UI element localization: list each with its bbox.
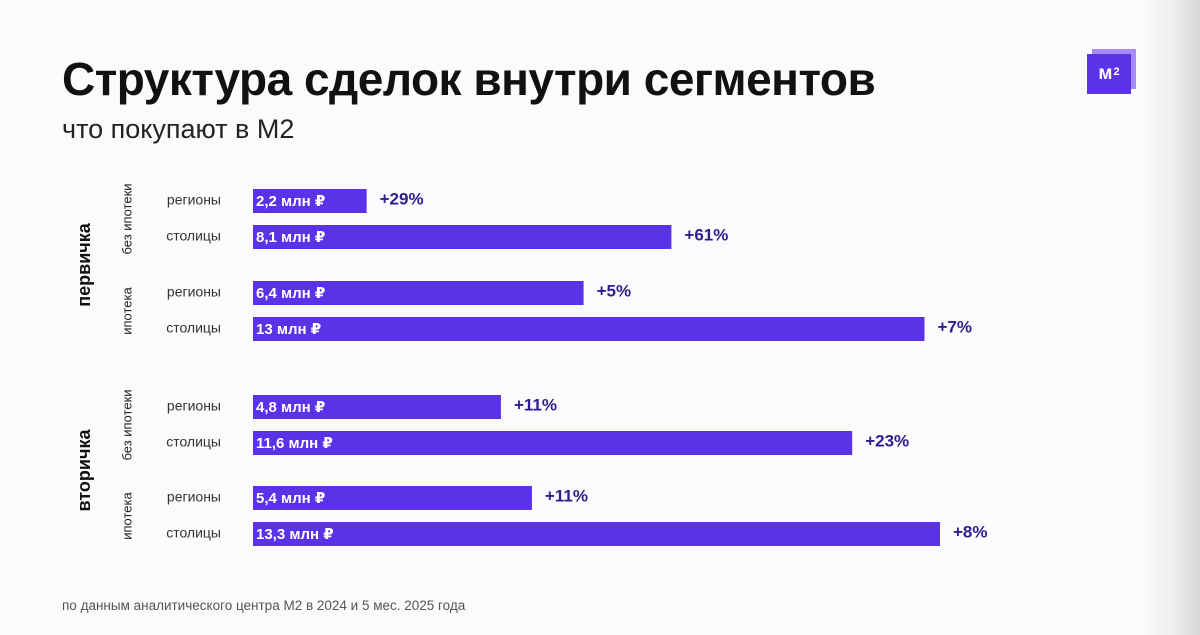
category-label: столицы [166,525,221,541]
bar-value-label: 5,4 млн ₽ [256,490,325,507]
bar-value-label: 2,2 млн ₽ [256,193,325,210]
change-label: +7% [938,317,973,336]
bar-value-label: 6,4 млн ₽ [256,285,325,302]
chart-subtitle: что покупают в М2 [62,114,295,144]
subgroup-label: ипотека [119,491,134,539]
group-label-1: вторичка [74,429,94,512]
category-label: столицы [166,434,221,450]
change-label: +8% [953,522,988,541]
category-label: столицы [166,228,221,244]
bar [253,522,940,546]
bar [253,395,501,419]
subgroup-label: без ипотеки [119,389,134,460]
bar [253,189,367,213]
category-label: регионы [167,398,221,414]
bar-value-label: 8,1 млн ₽ [256,229,325,246]
bar-value-label: 4,8 млн ₽ [256,399,325,416]
bar [253,317,925,341]
bar [253,225,672,249]
change-label: +23% [865,431,909,450]
bar [253,431,853,455]
source-note: по данным аналитического центра М2 в 202… [62,598,466,613]
category-label: регионы [167,192,221,208]
category-label: столицы [166,320,221,336]
subgroup-label: ипотека [119,286,134,334]
bar-value-label: 13 млн ₽ [256,321,321,338]
change-label: +5% [597,281,632,300]
category-label: регионы [167,284,221,300]
bar-value-label: 13,3 млн ₽ [256,526,334,543]
subgroup-label: без ипотеки [119,183,134,254]
change-label: +11% [545,486,588,505]
chart-title: Структура сделок внутри сегментов [62,53,876,105]
change-label: +29% [380,189,424,208]
category-label: регионы [167,489,221,505]
bar [253,281,584,305]
change-label: +61% [684,225,728,244]
bar [253,486,532,510]
change-label: +11% [514,395,557,414]
group-label-0: первичка [74,222,94,306]
bar-value-label: 11,6 млн ₽ [256,435,333,452]
